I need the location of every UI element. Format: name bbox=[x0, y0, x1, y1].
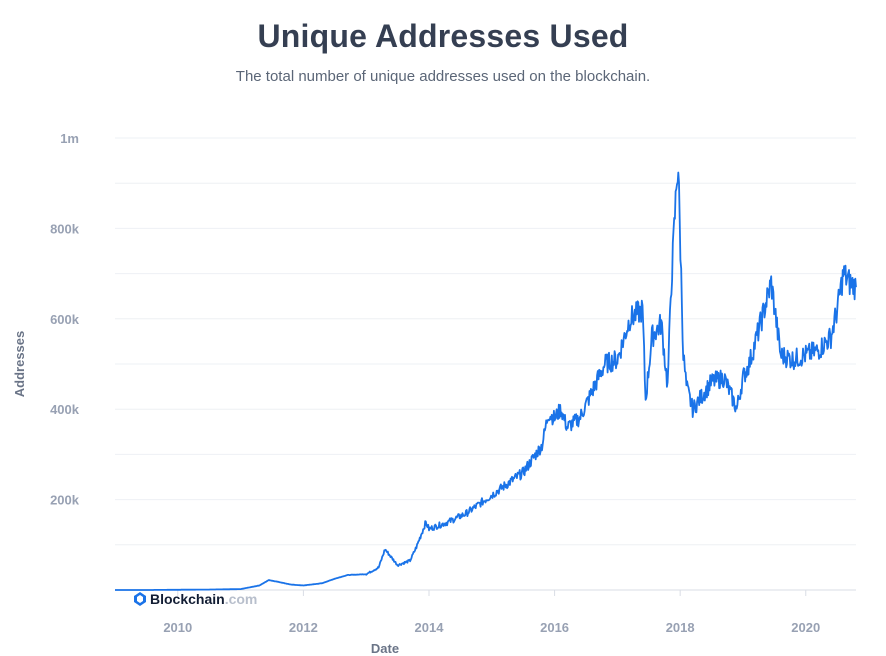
svg-text:Blockchain.com: Blockchain.com bbox=[150, 591, 257, 607]
x-tick-label: 2014 bbox=[415, 620, 445, 635]
x-tick-label: 2016 bbox=[540, 620, 569, 635]
watermark-domain: .com bbox=[225, 591, 258, 607]
y-tick-label: 400k bbox=[50, 402, 80, 417]
x-tick-label: 2012 bbox=[289, 620, 318, 635]
watermark: Blockchain.com bbox=[134, 591, 257, 607]
y-axis-title: Addresses bbox=[12, 331, 27, 397]
x-axis-title: Date bbox=[371, 641, 399, 656]
x-tick-label: 2010 bbox=[163, 620, 192, 635]
chart-subtitle: The total number of unique addresses use… bbox=[235, 68, 651, 85]
y-axis-ticks: 200k 400k 600k 800k 1m bbox=[50, 131, 80, 508]
watermark-brand: Blockchain bbox=[150, 591, 225, 607]
y-tick-label: 200k bbox=[50, 493, 80, 508]
series-line-unique-addresses[interactable] bbox=[114, 171, 857, 591]
x-tick-label: 2020 bbox=[791, 620, 820, 635]
gridlines bbox=[115, 137, 856, 546]
x-tick-label: 2018 bbox=[666, 620, 695, 635]
y-tick-label: 800k bbox=[50, 221, 80, 236]
blockchain-logo-icon bbox=[134, 592, 146, 606]
x-axis-ticks: 2010 2012 2014 2016 2018 2020 bbox=[163, 590, 820, 635]
y-tick-label: 1m bbox=[60, 131, 79, 146]
y-tick-label: 600k bbox=[50, 312, 80, 327]
chart-title: Unique Addresses Used bbox=[257, 18, 629, 54]
